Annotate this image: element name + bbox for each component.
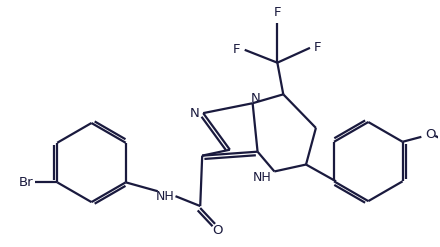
Text: NH: NH [253, 171, 272, 184]
Text: F: F [233, 43, 241, 56]
Text: N: N [189, 107, 199, 120]
Text: O: O [212, 224, 222, 237]
Text: NH: NH [156, 190, 175, 203]
Text: N: N [251, 92, 260, 105]
Text: F: F [314, 41, 322, 54]
Text: Br: Br [18, 176, 33, 189]
Text: F: F [274, 6, 281, 19]
Text: O: O [425, 128, 436, 141]
